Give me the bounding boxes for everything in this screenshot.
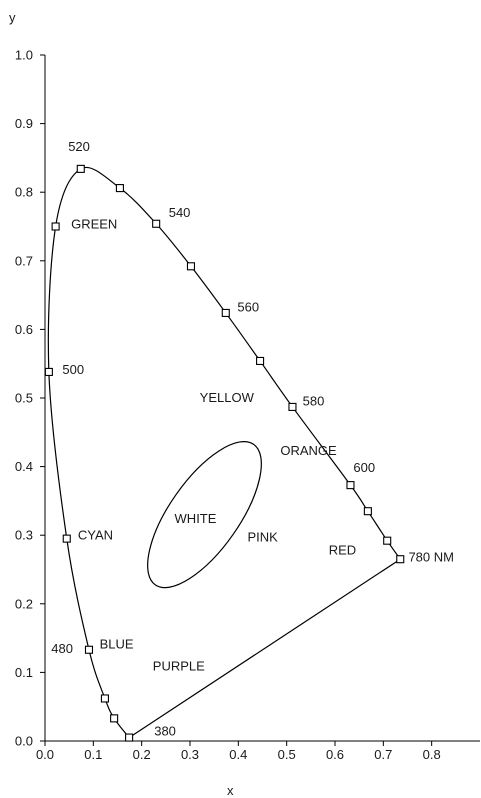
annotation-label: 580 (303, 394, 325, 409)
data-point-marker (44, 367, 53, 376)
data-point-marker (363, 507, 372, 516)
x-tick-label: 0.0 (36, 747, 54, 762)
x-tick-label: 0.3 (181, 747, 199, 762)
annotation-label: 380 (154, 724, 176, 739)
annotation-label: 560 (237, 300, 259, 315)
annotation-label: 500 (62, 362, 84, 377)
data-point-marker (383, 536, 392, 545)
annotation-label: ORANGE (280, 443, 337, 458)
purple-line (128, 558, 401, 739)
y-tick-label: 0.3 (15, 528, 33, 543)
x-tick-label: 0.1 (84, 747, 102, 762)
data-point-marker (125, 733, 134, 742)
axis-ticks: 0.0 0.1 0.2 0.3 0.4 0.5 0.6 0.7 0.8 0.0 0.1 0.2 0.3 0… (15, 48, 441, 763)
annotation-label: GREEN (71, 217, 117, 232)
data-point-marker (76, 164, 85, 173)
white-region-ellipse (147, 440, 262, 589)
y-tick-label: 0.2 (15, 596, 33, 611)
y-tick-label: 1.0 (15, 48, 33, 63)
y-tick-label: 0.6 (15, 322, 33, 337)
y-tick-label: 0.7 (15, 253, 33, 268)
annotation-label: PINK (248, 529, 279, 544)
y-tick-label: 0.9 (15, 116, 33, 131)
data-point-marker (84, 645, 94, 654)
data-point-marker (100, 694, 109, 703)
annotation-label: 480 (51, 641, 73, 656)
data-point-marker (115, 184, 124, 193)
data-point-marker (288, 402, 297, 411)
data-point-marker (186, 262, 196, 271)
x-tick-label: 0.6 (326, 747, 344, 762)
spectral-locus-curve (47, 166, 401, 738)
data-point-marker (396, 555, 405, 564)
annotation-label: 600 (353, 460, 375, 475)
x-tick-label: 0.2 (133, 747, 151, 762)
annotation-label: CYAN (78, 527, 113, 542)
data-point-marker (346, 481, 355, 490)
annotation-label: BLUE (100, 636, 134, 651)
annotation-label: 780 NM (408, 549, 454, 564)
y-tick-label: 0.5 (15, 391, 33, 406)
data-point-marker (62, 534, 71, 543)
annotation-label: 540 (169, 205, 191, 220)
plot-area (44, 164, 405, 742)
data-point-marker (256, 356, 265, 366)
annotation-label: PURPLE (153, 658, 205, 673)
data-point-marker (152, 219, 161, 228)
x-tick-label: 0.7 (374, 747, 392, 762)
x-tick-label: 0.5 (278, 747, 296, 762)
annotation-label: 520 (68, 139, 90, 154)
annotation-label: WHITE (175, 511, 217, 526)
data-point-marker (221, 308, 230, 317)
y-tick-label: 0.8 (15, 185, 33, 200)
annotations: 520 540 560 580 600 780 NM 500 480 380 GREEN YELLO… (51, 139, 454, 738)
y-tick-label: 0.1 (15, 665, 33, 680)
annotation-label: YELLOW (200, 390, 255, 405)
data-point-marker (51, 222, 60, 231)
annotation-label: RED (329, 542, 356, 557)
y-tick-label: 0.4 (15, 459, 33, 474)
x-tick-label: 0.4 (229, 747, 247, 762)
x-tick-label: 0.8 (423, 747, 441, 762)
y-axis-title: y (9, 10, 16, 25)
x-axis-title: x (227, 783, 234, 798)
y-tick-label: 0.0 (15, 734, 33, 749)
data-point-marker (110, 714, 119, 723)
